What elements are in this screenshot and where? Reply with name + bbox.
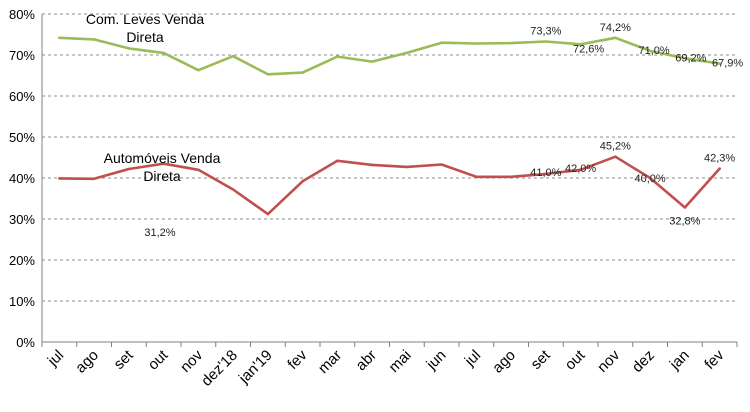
data-point [127,47,131,50]
x-tick-label: out [562,346,589,373]
data-point [58,177,61,180]
series-label-com-leves: Com. Leves Venda Direta [86,11,205,45]
data-point [544,40,548,43]
data-point [162,162,165,165]
y-tick-label: 10% [9,294,35,309]
data-point [614,36,617,39]
data-point [579,168,582,171]
x-tick-label: set [528,346,555,373]
x-tick-label: nov [177,346,206,375]
data-label: 74,2% [600,22,631,34]
data-point [162,51,165,55]
data-point [301,71,304,74]
data-point [509,41,513,45]
data-label: 40,0% [635,173,666,185]
y-tick-label: 60% [9,89,35,104]
y-axis: 0% 10% 20% 30% 40% 50% 60% 70% 80% [9,7,43,350]
data-point [370,60,374,63]
y-tick-label: 0% [16,335,35,350]
data-point [301,180,304,183]
data-label: 31,2% [144,227,175,239]
y-tick-label: 80% [9,7,35,22]
data-point [614,155,617,158]
data-point [336,55,339,58]
data-point [475,175,478,178]
x-tick-label: mar [315,347,345,377]
series-lines [58,36,721,216]
series-name-labels: Com. Leves Venda Direta Automóveis Venda D… [86,11,221,184]
series-line [58,155,721,216]
data-point [683,57,687,60]
data-point [197,168,200,171]
data-point [440,163,443,166]
series-line [58,36,721,76]
data-label: 42,3% [704,153,735,165]
data-point [509,175,513,178]
x-tick-label: ago [72,347,102,377]
data-label: 41,0% [530,167,561,179]
x-tick-label: abr [353,347,380,374]
data-point [231,188,235,191]
data-point [266,73,270,76]
y-tick-label: 70% [9,48,35,63]
data-label: 45,2% [600,141,631,153]
x-tick-label: nov [594,346,623,375]
data-point [683,206,687,209]
series-label-automoveis: Automóveis Venda Direta [104,150,221,184]
data-point [197,68,200,72]
x-tick-label: jul [44,347,67,370]
data-point [544,172,548,176]
data-label: 67,9% [712,58,743,70]
x-tick-label: fev [284,346,311,373]
x-tick-label: jul [461,347,484,370]
y-tick-label: 20% [9,253,35,268]
data-label: 69,2% [675,52,706,64]
y-tick-label: 50% [9,130,35,145]
y-tick-label: 40% [9,171,35,186]
data-point [579,43,582,46]
data-point [336,159,339,162]
data-point [405,165,409,169]
data-point [58,36,61,39]
x-tick-label: dez [629,347,658,376]
data-point [231,55,235,58]
x-tick-label: dez'18 [198,347,241,390]
data-label: 71,0% [639,45,670,57]
data-point [648,49,652,53]
data-labels: 73,3% 72,6% 74,2% 71,0% 69,2% 67,9% 31,2% 41,0%… [144,22,743,239]
data-label: 42,0% [565,163,596,175]
data-point [648,176,652,180]
x-tick-label: jun [423,347,450,374]
x-tick-label: set [111,346,138,373]
data-label: 73,3% [530,25,561,37]
data-label: 72,6% [573,43,604,55]
y-tick-label: 30% [9,212,35,227]
x-tick-label: jan'19 [235,347,276,388]
data-point [405,51,409,55]
x-tick-label: jan [666,347,693,374]
data-point [127,167,131,171]
grid-lines [42,13,737,302]
x-tick-label: mai [386,347,415,376]
data-point [718,167,721,170]
x-tick-label: ago [489,347,519,377]
data-point [440,41,443,44]
x-tick-label: out [145,346,172,373]
data-point [92,177,96,181]
data-label: 32,8% [669,216,700,228]
data-point [475,42,478,45]
data-point [266,212,270,216]
data-point [370,163,374,167]
data-point [718,62,721,65]
x-tick-label: fev [701,346,728,373]
data-point [92,38,96,41]
